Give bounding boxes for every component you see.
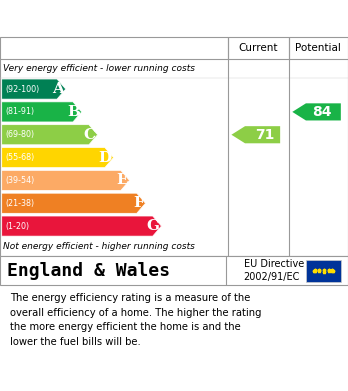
Polygon shape: [2, 170, 129, 190]
Text: (81-91): (81-91): [5, 108, 34, 117]
Polygon shape: [2, 193, 145, 213]
Text: (92-100): (92-100): [5, 84, 39, 93]
Text: A: A: [52, 82, 64, 96]
Polygon shape: [2, 147, 113, 168]
Text: 84: 84: [312, 105, 332, 119]
Bar: [306, 260, 341, 282]
Text: 71: 71: [255, 128, 275, 142]
Text: E: E: [116, 173, 128, 187]
Text: (69-80): (69-80): [5, 130, 34, 139]
Polygon shape: [2, 125, 97, 145]
Text: England & Wales: England & Wales: [7, 262, 170, 280]
Text: B: B: [67, 105, 80, 119]
Text: D: D: [98, 151, 112, 165]
Text: Current: Current: [239, 43, 278, 53]
Text: G: G: [147, 219, 160, 233]
Text: EU Directive
2002/91/EC: EU Directive 2002/91/EC: [244, 259, 304, 282]
Text: Energy Efficiency Rating: Energy Efficiency Rating: [7, 9, 276, 28]
Text: (39-54): (39-54): [5, 176, 34, 185]
Text: Not energy efficient - higher running costs: Not energy efficient - higher running co…: [3, 242, 195, 251]
Text: F: F: [133, 196, 144, 210]
Text: C: C: [84, 128, 96, 142]
Text: (21-38): (21-38): [5, 199, 34, 208]
Polygon shape: [2, 102, 82, 122]
Polygon shape: [231, 126, 280, 143]
Polygon shape: [292, 103, 341, 120]
Polygon shape: [2, 216, 161, 236]
Text: Very energy efficient - lower running costs: Very energy efficient - lower running co…: [3, 64, 196, 73]
Text: Potential: Potential: [295, 43, 341, 53]
Text: (55-68): (55-68): [5, 153, 34, 162]
Polygon shape: [2, 79, 66, 99]
Text: The energy efficiency rating is a measure of the
overall efficiency of a home. T: The energy efficiency rating is a measur…: [10, 293, 262, 346]
Text: (1-20): (1-20): [5, 222, 29, 231]
